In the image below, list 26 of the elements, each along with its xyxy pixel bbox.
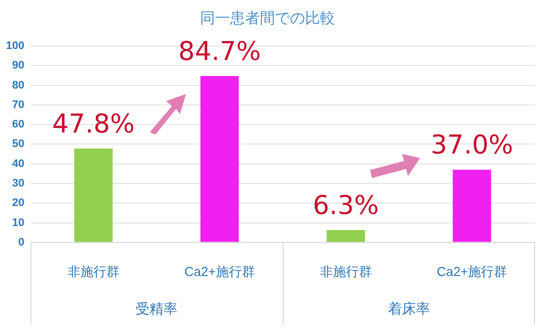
y-tick-label: 70 — [12, 98, 24, 111]
y-tick-label: 30 — [12, 178, 24, 190]
data-label: 37.0% — [430, 130, 514, 160]
y-tick-label: 10 — [12, 216, 24, 229]
bar — [74, 148, 113, 242]
text: 受精率 — [136, 302, 178, 318]
y-tick-label: 60 — [12, 118, 24, 131]
bar — [200, 76, 239, 242]
x-tick-label: Ca2+施行群 — [184, 264, 255, 279]
x-tick-label: 非施行群 — [67, 264, 120, 279]
x-tick-label: Ca2+施行群 — [436, 264, 508, 279]
x-tick-label: 非施行群 — [320, 264, 372, 279]
y-tick-label: 80 — [12, 79, 24, 92]
data-label: 84.7% — [178, 36, 261, 67]
y-tick-label: 40 — [12, 158, 24, 170]
text: 着床率 — [388, 302, 430, 318]
data-label: 6.3% — [312, 190, 379, 221]
y-tick-label: 100 — [6, 40, 24, 52]
chart-title: 同一患者間での比較 — [200, 8, 335, 27]
bar — [452, 170, 492, 242]
y-tick-label: 90 — [12, 60, 24, 72]
bar — [326, 230, 365, 242]
y-tick-label: 50 — [12, 138, 24, 150]
data-label: 47.8% — [52, 109, 135, 140]
y-tick-label: 0 — [18, 236, 24, 248]
y-tick-label: 20 — [12, 197, 24, 210]
